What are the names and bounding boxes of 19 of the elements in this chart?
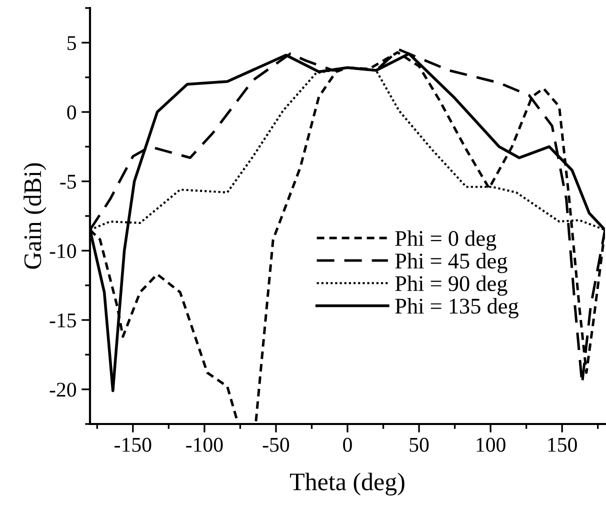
x-tick-label: -100	[186, 438, 223, 452]
legend-label: Phi = 0 deg	[395, 230, 496, 251]
y-tick-label: -20	[50, 382, 76, 397]
legend-label: Phi = 135 deg	[395, 298, 518, 318]
x-tick-label: 0	[343, 438, 352, 452]
x-axis-title: Theta (deg)	[290, 472, 404, 496]
y-tick-label: 5	[68, 36, 76, 50]
x-tick-label: 50	[410, 438, 429, 452]
x-tick-label: -150	[114, 438, 152, 452]
legend-label: Phi = 90 deg	[395, 275, 508, 296]
legend-label: Phi = 45 deg	[395, 252, 508, 274]
x-tick-label: -50	[262, 438, 290, 452]
x-tick-label: 100	[476, 438, 506, 452]
y-tick-label: -10	[50, 244, 76, 258]
y-axis-title: Gain (dBi)	[24, 163, 46, 269]
y-tick-label: 0	[67, 105, 76, 120]
y-tick-label: -15	[50, 313, 76, 328]
y-tick-label: -5	[60, 174, 76, 189]
x-tick-label: 150	[548, 438, 577, 452]
